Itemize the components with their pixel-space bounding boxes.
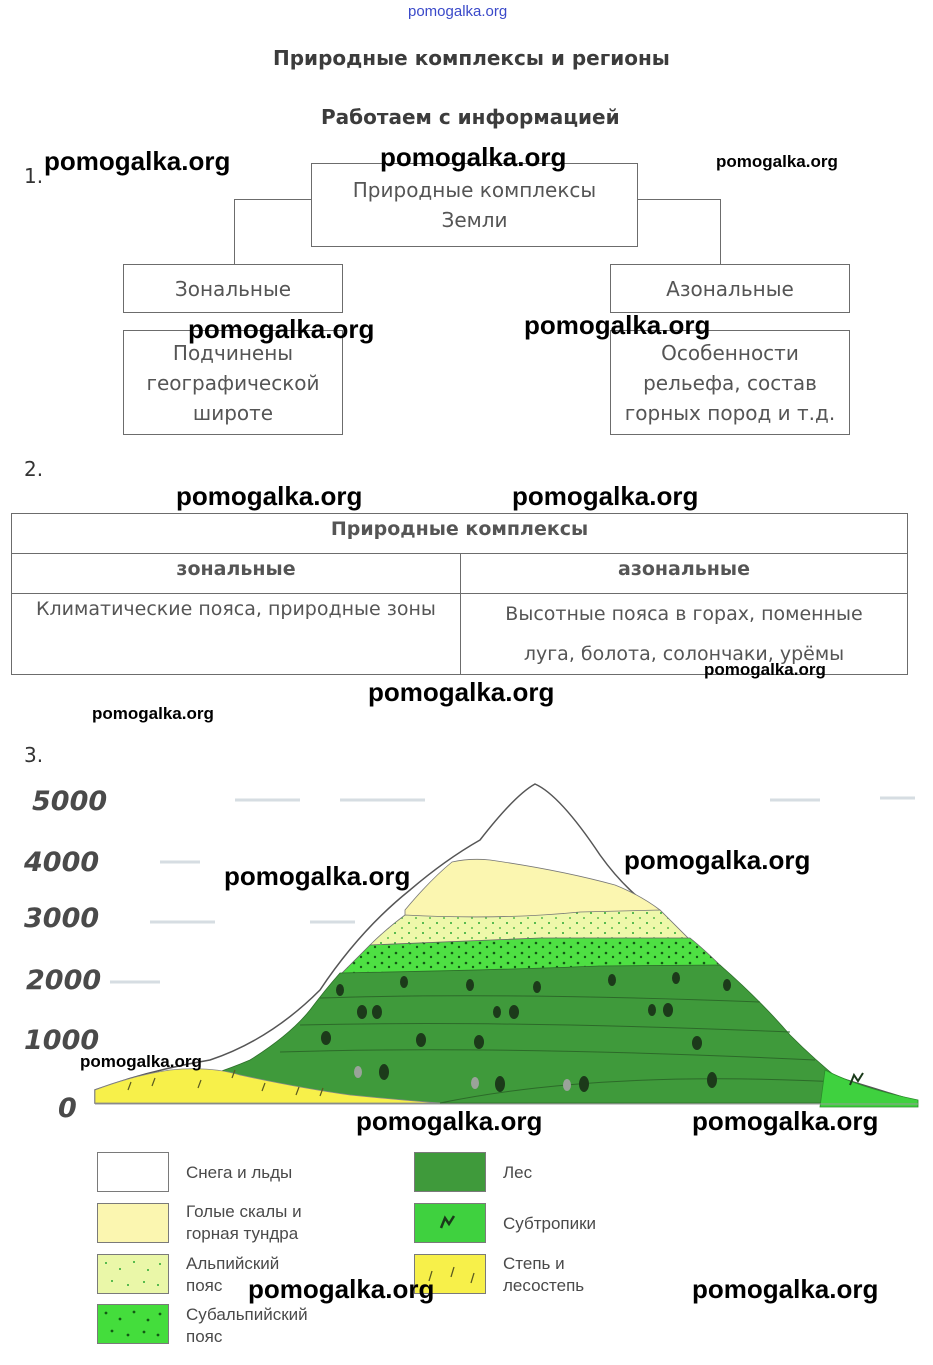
- watermark: pomogalka.org: [176, 481, 363, 511]
- connector-right-h: [637, 199, 721, 200]
- watermark: pomogalka.org: [188, 314, 375, 344]
- connector-left-v: [234, 199, 235, 265]
- watermark: pomogalka.org: [368, 677, 555, 707]
- watermark: pomogalka.org: [512, 481, 699, 511]
- page-title: Природные комплексы и регионы: [273, 46, 670, 70]
- forest-contours: [279, 995, 841, 1104]
- subalpine-dots-icon: [104, 1310, 162, 1337]
- y-tick-4000: 4000: [24, 847, 100, 878]
- zone-subtropics: [819, 1069, 919, 1108]
- steppe-marks: [127, 1069, 324, 1097]
- y-tick-0: 0: [58, 1093, 77, 1124]
- connector-left-h: [234, 199, 312, 200]
- legend-swatch-snow: [97, 1152, 169, 1192]
- azonal-box: Азональные: [610, 264, 850, 313]
- root-label: Природные комплексы Земли: [352, 178, 597, 232]
- palm-icon: [439, 1215, 456, 1229]
- y-tick-3000: 3000: [24, 903, 100, 934]
- legend-label-steppe: Степь и лесостепь: [503, 1254, 585, 1295]
- watermark: pomogalka.org: [692, 1274, 879, 1304]
- watermark: pomogalka.org: [44, 146, 231, 176]
- grid-lines: [110, 796, 915, 984]
- legend-label-alpine: Альпийский пояс: [186, 1254, 280, 1295]
- watermark: pomogalka.org: [716, 152, 838, 171]
- legend-label-forest: Лес: [503, 1163, 533, 1182]
- zone-steppe: [94, 1068, 441, 1104]
- table-title: Природные комплексы: [11, 513, 908, 554]
- watermark: pomogalka.org: [524, 310, 711, 340]
- watermark: pomogalka.org: [704, 660, 826, 679]
- complexes-table: Природные комплексы зональные азональные…: [11, 513, 908, 675]
- table-header-azonal: азональные: [460, 553, 908, 594]
- zonal-desc: Подчинены географической широте: [146, 340, 320, 425]
- legend-swatch-subtropics: [414, 1203, 486, 1243]
- grass-icon: [428, 1266, 475, 1284]
- legend-swatch-forest: [414, 1152, 486, 1192]
- watermark: pomogalka.org: [224, 861, 411, 891]
- legend-label-snow: Снега и льды: [186, 1163, 293, 1182]
- watermark: pomogalka.org: [92, 704, 214, 723]
- page-subtitle: Работаем с информацией: [321, 105, 620, 129]
- watermark: pomogalka.org: [356, 1106, 543, 1136]
- legend-label-rocks: Голые скалы и горная тундра: [186, 1202, 302, 1243]
- watermark: pomogalka.org: [624, 845, 811, 875]
- subtropic-plant-icon: [849, 1072, 864, 1086]
- azonal-label: Азональные: [666, 276, 794, 301]
- altitude-zones-diagram: [94, 783, 919, 1108]
- table-header-zonal: зональные: [11, 553, 461, 594]
- y-tick-1000: 1000: [24, 1025, 100, 1056]
- table-cell-zonal: Климатические пояса, природные зоны: [11, 593, 461, 675]
- zonal-label: Зональные: [174, 276, 292, 301]
- legend-label-subalpine: Субальпийский пояс: [186, 1305, 308, 1346]
- section-1-number: 1.: [24, 164, 44, 188]
- azonal-desc: Особенности рельефа, состав горных пород…: [624, 340, 836, 425]
- legend-swatch-steppe: [414, 1254, 486, 1294]
- watermark: pomogalka.org: [380, 142, 567, 172]
- forest-trees: [321, 972, 731, 1092]
- legend-swatch-alpine: [97, 1254, 169, 1294]
- y-tick-5000: 5000: [32, 786, 108, 817]
- zonal-desc-box: Подчинены географической широте: [123, 330, 343, 435]
- section-2-number: 2.: [24, 457, 44, 481]
- legend-swatch-subalpine: [97, 1304, 169, 1344]
- table-cell-azonal: Высотные пояса в горах, поменные луга, б…: [460, 593, 908, 675]
- top-site-link[interactable]: pomogalka.org: [408, 3, 508, 20]
- zonal-box: Зональные: [123, 264, 343, 313]
- watermark: pomogalka.org: [80, 1052, 202, 1071]
- watermark: pomogalka.org: [248, 1274, 435, 1304]
- legend-label-subtropics: Субтропики: [503, 1214, 597, 1233]
- alpine-dots-icon: [105, 1261, 161, 1286]
- azonal-desc-box: Особенности рельефа, состав горных пород…: [610, 330, 850, 435]
- legend-swatch-rocks: [97, 1203, 169, 1243]
- section-3-number: 3.: [24, 743, 44, 767]
- y-tick-2000: 2000: [26, 965, 102, 996]
- connector-right-v: [720, 199, 721, 265]
- watermark: pomogalka.org: [692, 1106, 879, 1136]
- root-box: Природные комплексы Земли: [311, 163, 638, 247]
